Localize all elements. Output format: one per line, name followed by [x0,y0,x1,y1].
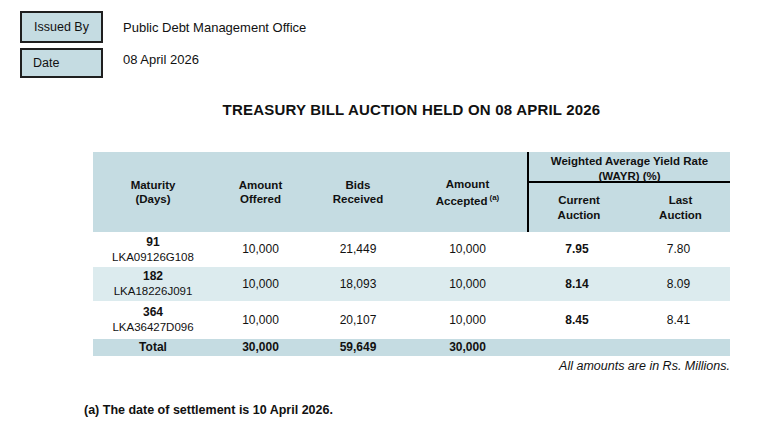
header-accepted-line1: Amount [446,177,489,191]
maturity-days: 182 [143,269,163,284]
header-wayr-line2: (WAYR) (%) [598,169,660,184]
total-last-auction-empty [627,339,730,356]
total-bids-received: 59,649 [308,339,408,356]
maturity-isin: LKA09126G108 [112,250,194,265]
maturity-isin: LKA18226J091 [114,284,193,299]
table-row-91: 91 LKA09126G108 10,000 21,449 10,000 7.9… [93,232,730,267]
total-label: Total [93,339,213,356]
header-wayr-title: Weighted Average Yield Rate (WAYR) (%) [529,152,730,183]
header-current-auction: Current Auction [529,183,629,232]
maturity-isin: LKA36427D096 [112,320,193,335]
header-accepted-word: Accepted [436,194,488,206]
header-wayr-subrow: Current Auction Last Auction [529,183,730,232]
cell-amount-accepted: 10,000 [408,232,527,267]
header-last-auction: Last Auction [629,183,732,232]
date-label: Date [33,56,59,70]
header-amount-offered: Amount Offered [213,152,308,232]
header-maturity: Maturity (Days) [93,152,213,232]
header-offered-line2: Offered [240,192,281,206]
cell-amount-accepted: 10,000 [408,267,527,301]
date-value: 08 April 2026 [123,52,199,67]
total-amount-accepted: 30,000 [408,339,527,356]
cell-amount-offered: 10,000 [213,267,308,301]
cell-maturity: 91 LKA09126G108 [93,232,213,267]
cell-current-auction: 8.14 [527,267,627,301]
header-bids-line1: Bids [346,178,371,192]
header-last-line1: Last [669,193,693,208]
maturity-days: 364 [143,305,163,320]
footnote-marker: (a) [490,193,500,202]
table-row-182: 182 LKA18226J091 10,000 18,093 10,000 8.… [93,267,730,301]
cell-bids-received: 20,107 [308,301,408,339]
settlement-footnote: (a) The date of settlement is 10 April 2… [84,403,333,417]
amounts-unit-note: All amounts are in Rs. Millions. [93,359,730,373]
issued-by-label: Issued By [34,20,89,34]
cell-last-auction: 8.41 [627,301,730,339]
total-current-auction-empty [527,339,627,356]
issued-by-value: Public Debt Management Office [123,20,306,35]
table-row-364: 364 LKA36427D096 10,000 20,107 10,000 8.… [93,301,730,339]
header-amount-accepted: Amount Accepted(a) [408,152,527,232]
header-bids-received: Bids Received [308,152,408,232]
header-wayr-group: Weighted Average Yield Rate (WAYR) (%) C… [527,152,730,232]
header-offered-line1: Amount [239,178,282,192]
cell-current-auction: 8.45 [527,301,627,339]
header-maturity-line1: Maturity [131,178,176,192]
page-title: TREASURY BILL AUCTION HELD ON 08 APRIL 2… [93,101,730,118]
cell-bids-received: 21,449 [308,232,408,267]
cell-last-auction: 7.80 [627,232,730,267]
header-current-line1: Current [558,193,600,208]
cell-current-auction: 7.95 [527,232,627,267]
maturity-days: 91 [146,235,159,250]
cell-last-auction: 8.09 [627,267,730,301]
header-accepted-line2: Accepted(a) [436,191,500,208]
cell-amount-offered: 10,000 [213,301,308,339]
header-current-line2: Auction [558,208,601,223]
total-amount-offered: 30,000 [213,339,308,356]
cell-amount-accepted: 10,000 [408,301,527,339]
table-header-row: Maturity (Days) Amount Offered Bids Rece… [93,152,730,232]
document-page: Issued By Public Debt Management Office … [0,0,765,430]
header-last-line2: Auction [659,208,702,223]
cell-maturity: 182 LKA18226J091 [93,267,213,301]
header-bids-line2: Received [333,192,384,206]
header-maturity-line2: (Days) [135,192,170,206]
header-wayr-line1: Weighted Average Yield Rate [551,154,708,169]
cell-maturity: 364 LKA36427D096 [93,301,213,339]
cell-bids-received: 18,093 [308,267,408,301]
table-row-total: Total 30,000 59,649 30,000 [93,339,730,356]
date-box: Date [20,48,103,78]
cell-amount-offered: 10,000 [213,232,308,267]
auction-table: Maturity (Days) Amount Offered Bids Rece… [93,152,730,356]
issued-by-box: Issued By [20,11,103,43]
